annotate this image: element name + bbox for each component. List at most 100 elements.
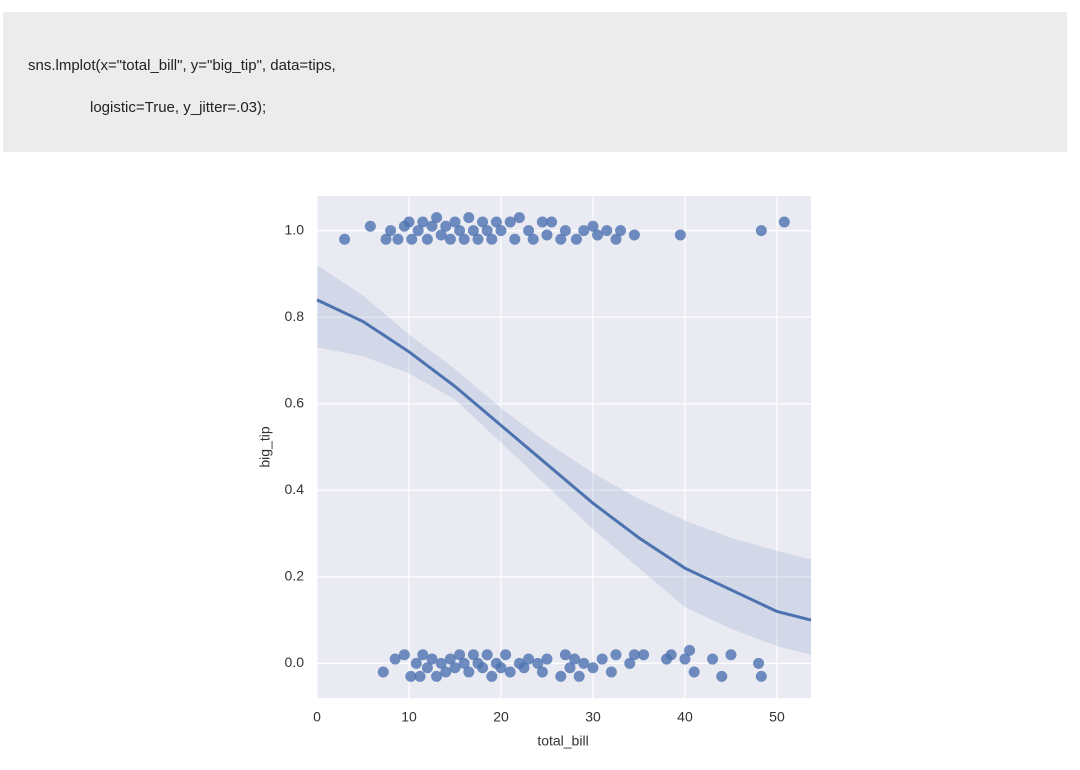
- x-tick-label: 20: [493, 709, 509, 725]
- code-line: logistic=True, y_jitter=.03);: [90, 99, 267, 116]
- x-tick-label: 0: [313, 709, 321, 725]
- point: [472, 233, 484, 245]
- point: [454, 649, 466, 661]
- code-block: sns.lmplot(x="total_bill", y="big_tip", …: [3, 12, 1067, 152]
- point: [495, 662, 507, 674]
- point: [513, 212, 525, 224]
- point: [596, 653, 608, 665]
- point: [755, 670, 767, 682]
- point: [463, 666, 475, 678]
- point: [546, 216, 558, 228]
- point: [444, 653, 456, 665]
- point: [665, 649, 677, 661]
- point: [601, 225, 613, 237]
- point: [449, 216, 461, 228]
- point: [587, 662, 599, 674]
- point: [638, 649, 650, 661]
- point: [610, 649, 622, 661]
- point: [426, 220, 438, 232]
- point: [578, 657, 590, 669]
- point: [569, 653, 581, 665]
- point: [392, 233, 404, 245]
- point: [578, 225, 590, 237]
- point: [403, 216, 415, 228]
- point: [435, 229, 447, 241]
- point: [628, 649, 640, 661]
- point: [573, 670, 585, 682]
- point: [755, 225, 767, 237]
- point: [405, 670, 417, 682]
- point: [707, 653, 719, 665]
- point: [523, 225, 535, 237]
- y-tick-label: 0.0: [285, 654, 305, 670]
- point: [486, 233, 498, 245]
- point: [435, 657, 447, 669]
- point: [555, 233, 567, 245]
- point: [570, 233, 582, 245]
- x-tick-label: 40: [677, 709, 693, 725]
- point: [527, 233, 539, 245]
- point: [406, 233, 418, 245]
- point: [592, 229, 604, 241]
- point: [610, 233, 622, 245]
- point: [674, 229, 686, 241]
- y-tick-label: 0.4: [285, 481, 305, 497]
- point: [467, 225, 479, 237]
- point: [421, 662, 433, 674]
- y-tick-label: 1.0: [285, 221, 305, 237]
- fit-line: [316, 298, 812, 622]
- point: [684, 644, 696, 656]
- point: [449, 662, 461, 674]
- point: [628, 229, 640, 241]
- point: [414, 670, 426, 682]
- point: [753, 657, 765, 669]
- point: [467, 649, 479, 661]
- point: [555, 670, 567, 682]
- confidence-band: [317, 265, 811, 655]
- point: [679, 653, 691, 665]
- point: [339, 233, 351, 245]
- point: [504, 666, 516, 678]
- point: [559, 225, 571, 237]
- point: [490, 216, 502, 228]
- point: [536, 666, 548, 678]
- x-tick-label: 30: [585, 709, 601, 725]
- point: [688, 666, 700, 678]
- point: [559, 649, 571, 661]
- y-axis-label: big_tip: [257, 426, 273, 467]
- point: [500, 649, 512, 661]
- point: [440, 666, 452, 678]
- point: [486, 670, 498, 682]
- point: [421, 233, 433, 245]
- point: [725, 649, 737, 661]
- x-axis-label: total_bill: [537, 733, 588, 749]
- point: [509, 233, 521, 245]
- y-tick-label: 0.8: [285, 308, 305, 324]
- plot-background: [317, 196, 811, 698]
- point: [364, 220, 376, 232]
- point: [624, 657, 636, 669]
- point: [431, 670, 443, 682]
- code-line: sns.lmplot(x="total_bill", y="big_tip", …: [28, 57, 336, 74]
- point: [564, 662, 576, 674]
- point: [417, 649, 429, 661]
- point: [417, 216, 429, 228]
- point: [444, 233, 456, 245]
- x-tick-label: 10: [401, 709, 417, 725]
- point: [410, 657, 422, 669]
- point: [523, 653, 535, 665]
- point: [458, 657, 470, 669]
- point: [477, 216, 489, 228]
- point: [477, 662, 489, 674]
- point: [412, 225, 424, 237]
- point: [380, 233, 392, 245]
- point: [778, 216, 790, 228]
- point: [495, 225, 507, 237]
- point: [541, 653, 553, 665]
- y-tick-label: 0.2: [285, 568, 305, 584]
- point: [716, 670, 728, 682]
- point: [481, 225, 493, 237]
- point: [440, 220, 452, 232]
